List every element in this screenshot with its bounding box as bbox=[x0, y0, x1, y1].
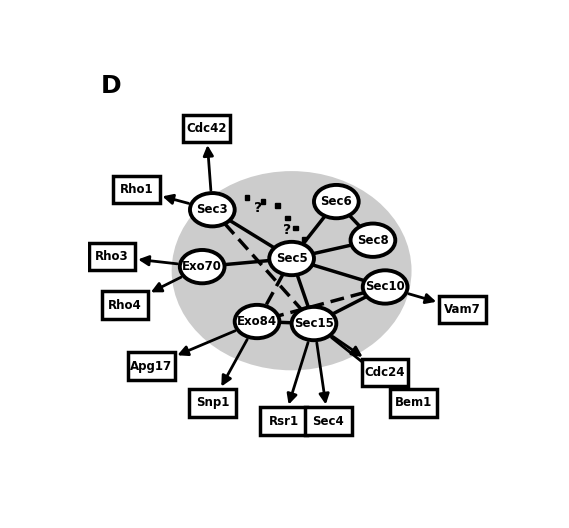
Bar bbox=[261, 200, 265, 204]
Ellipse shape bbox=[351, 223, 395, 257]
Text: Apg17: Apg17 bbox=[130, 360, 172, 373]
Text: Exo70: Exo70 bbox=[182, 260, 222, 273]
FancyBboxPatch shape bbox=[260, 407, 307, 435]
Text: Sec8: Sec8 bbox=[357, 234, 389, 247]
Bar bbox=[275, 203, 279, 208]
Text: Sec5: Sec5 bbox=[276, 252, 307, 265]
Text: Rho1: Rho1 bbox=[119, 183, 153, 196]
Ellipse shape bbox=[363, 270, 407, 304]
FancyBboxPatch shape bbox=[128, 352, 175, 380]
Text: ?: ? bbox=[254, 201, 262, 215]
Text: Rsr1: Rsr1 bbox=[269, 414, 299, 428]
FancyBboxPatch shape bbox=[189, 389, 236, 417]
Ellipse shape bbox=[180, 250, 225, 284]
Text: Rho3: Rho3 bbox=[95, 250, 129, 263]
Text: Vam7: Vam7 bbox=[444, 303, 481, 316]
Bar bbox=[245, 195, 249, 200]
Text: Sec6: Sec6 bbox=[320, 195, 352, 208]
Text: Sec15: Sec15 bbox=[294, 317, 334, 330]
Bar bbox=[294, 226, 298, 230]
FancyBboxPatch shape bbox=[101, 291, 149, 319]
Ellipse shape bbox=[314, 185, 358, 218]
Text: Cdc24: Cdc24 bbox=[365, 366, 405, 379]
FancyBboxPatch shape bbox=[113, 176, 160, 203]
FancyBboxPatch shape bbox=[183, 115, 230, 142]
Text: D: D bbox=[101, 73, 121, 98]
FancyBboxPatch shape bbox=[390, 389, 437, 417]
Ellipse shape bbox=[269, 242, 314, 275]
Text: Cdc42: Cdc42 bbox=[186, 122, 226, 135]
FancyBboxPatch shape bbox=[89, 243, 135, 270]
Text: Sec3: Sec3 bbox=[196, 203, 228, 216]
Text: Rho4: Rho4 bbox=[108, 299, 142, 312]
Text: Exo84: Exo84 bbox=[237, 315, 277, 328]
Bar bbox=[302, 237, 306, 241]
Text: ?: ? bbox=[283, 223, 291, 237]
FancyBboxPatch shape bbox=[439, 296, 486, 323]
Ellipse shape bbox=[234, 305, 279, 338]
Text: Snp1: Snp1 bbox=[196, 397, 229, 409]
Text: Bem1: Bem1 bbox=[395, 397, 432, 409]
Ellipse shape bbox=[291, 307, 336, 340]
Ellipse shape bbox=[172, 171, 411, 370]
Text: Sec4: Sec4 bbox=[312, 414, 344, 428]
FancyBboxPatch shape bbox=[305, 407, 352, 435]
Ellipse shape bbox=[190, 193, 234, 227]
Bar bbox=[285, 215, 290, 220]
Text: Sec10: Sec10 bbox=[365, 280, 405, 294]
FancyBboxPatch shape bbox=[362, 359, 409, 386]
